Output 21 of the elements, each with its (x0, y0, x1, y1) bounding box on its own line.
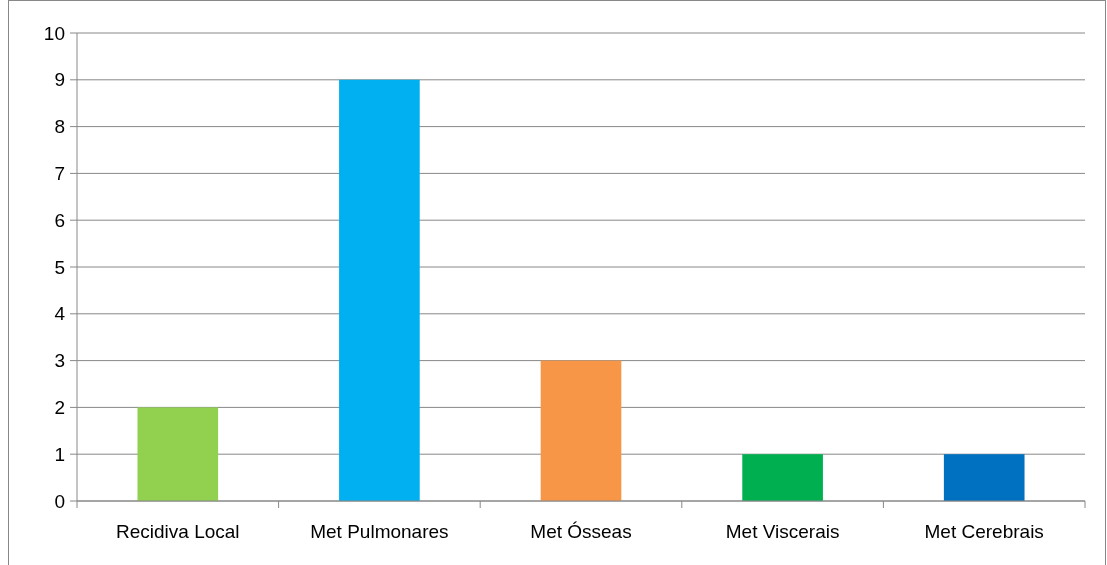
y-tick-label: 6 (54, 209, 65, 231)
bar (742, 454, 823, 501)
y-tick-label: 5 (54, 256, 65, 278)
bar (137, 407, 219, 501)
bar (943, 454, 1025, 501)
x-tick-label: Recidiva Local (116, 520, 240, 542)
y-tick-label: 2 (54, 396, 65, 418)
y-tick-label: 4 (54, 303, 66, 325)
y-tick-label: 1 (54, 443, 65, 465)
x-tick-label: Met Ósseas (530, 520, 632, 542)
x-tick-label: Met Pulmonares (310, 520, 449, 542)
y-tick-label: 8 (54, 116, 65, 138)
y-tick-label: 3 (54, 350, 65, 372)
bar (339, 79, 420, 501)
y-tick-label: 9 (54, 69, 65, 91)
y-tick-label: 10 (43, 22, 65, 44)
bar (540, 360, 622, 501)
x-tick-label: Met Viscerais (725, 520, 840, 542)
y-tick-label: 7 (54, 162, 65, 184)
x-tick-label: Met Cerebrais (924, 520, 1044, 542)
y-tick-label: 0 (54, 490, 65, 512)
